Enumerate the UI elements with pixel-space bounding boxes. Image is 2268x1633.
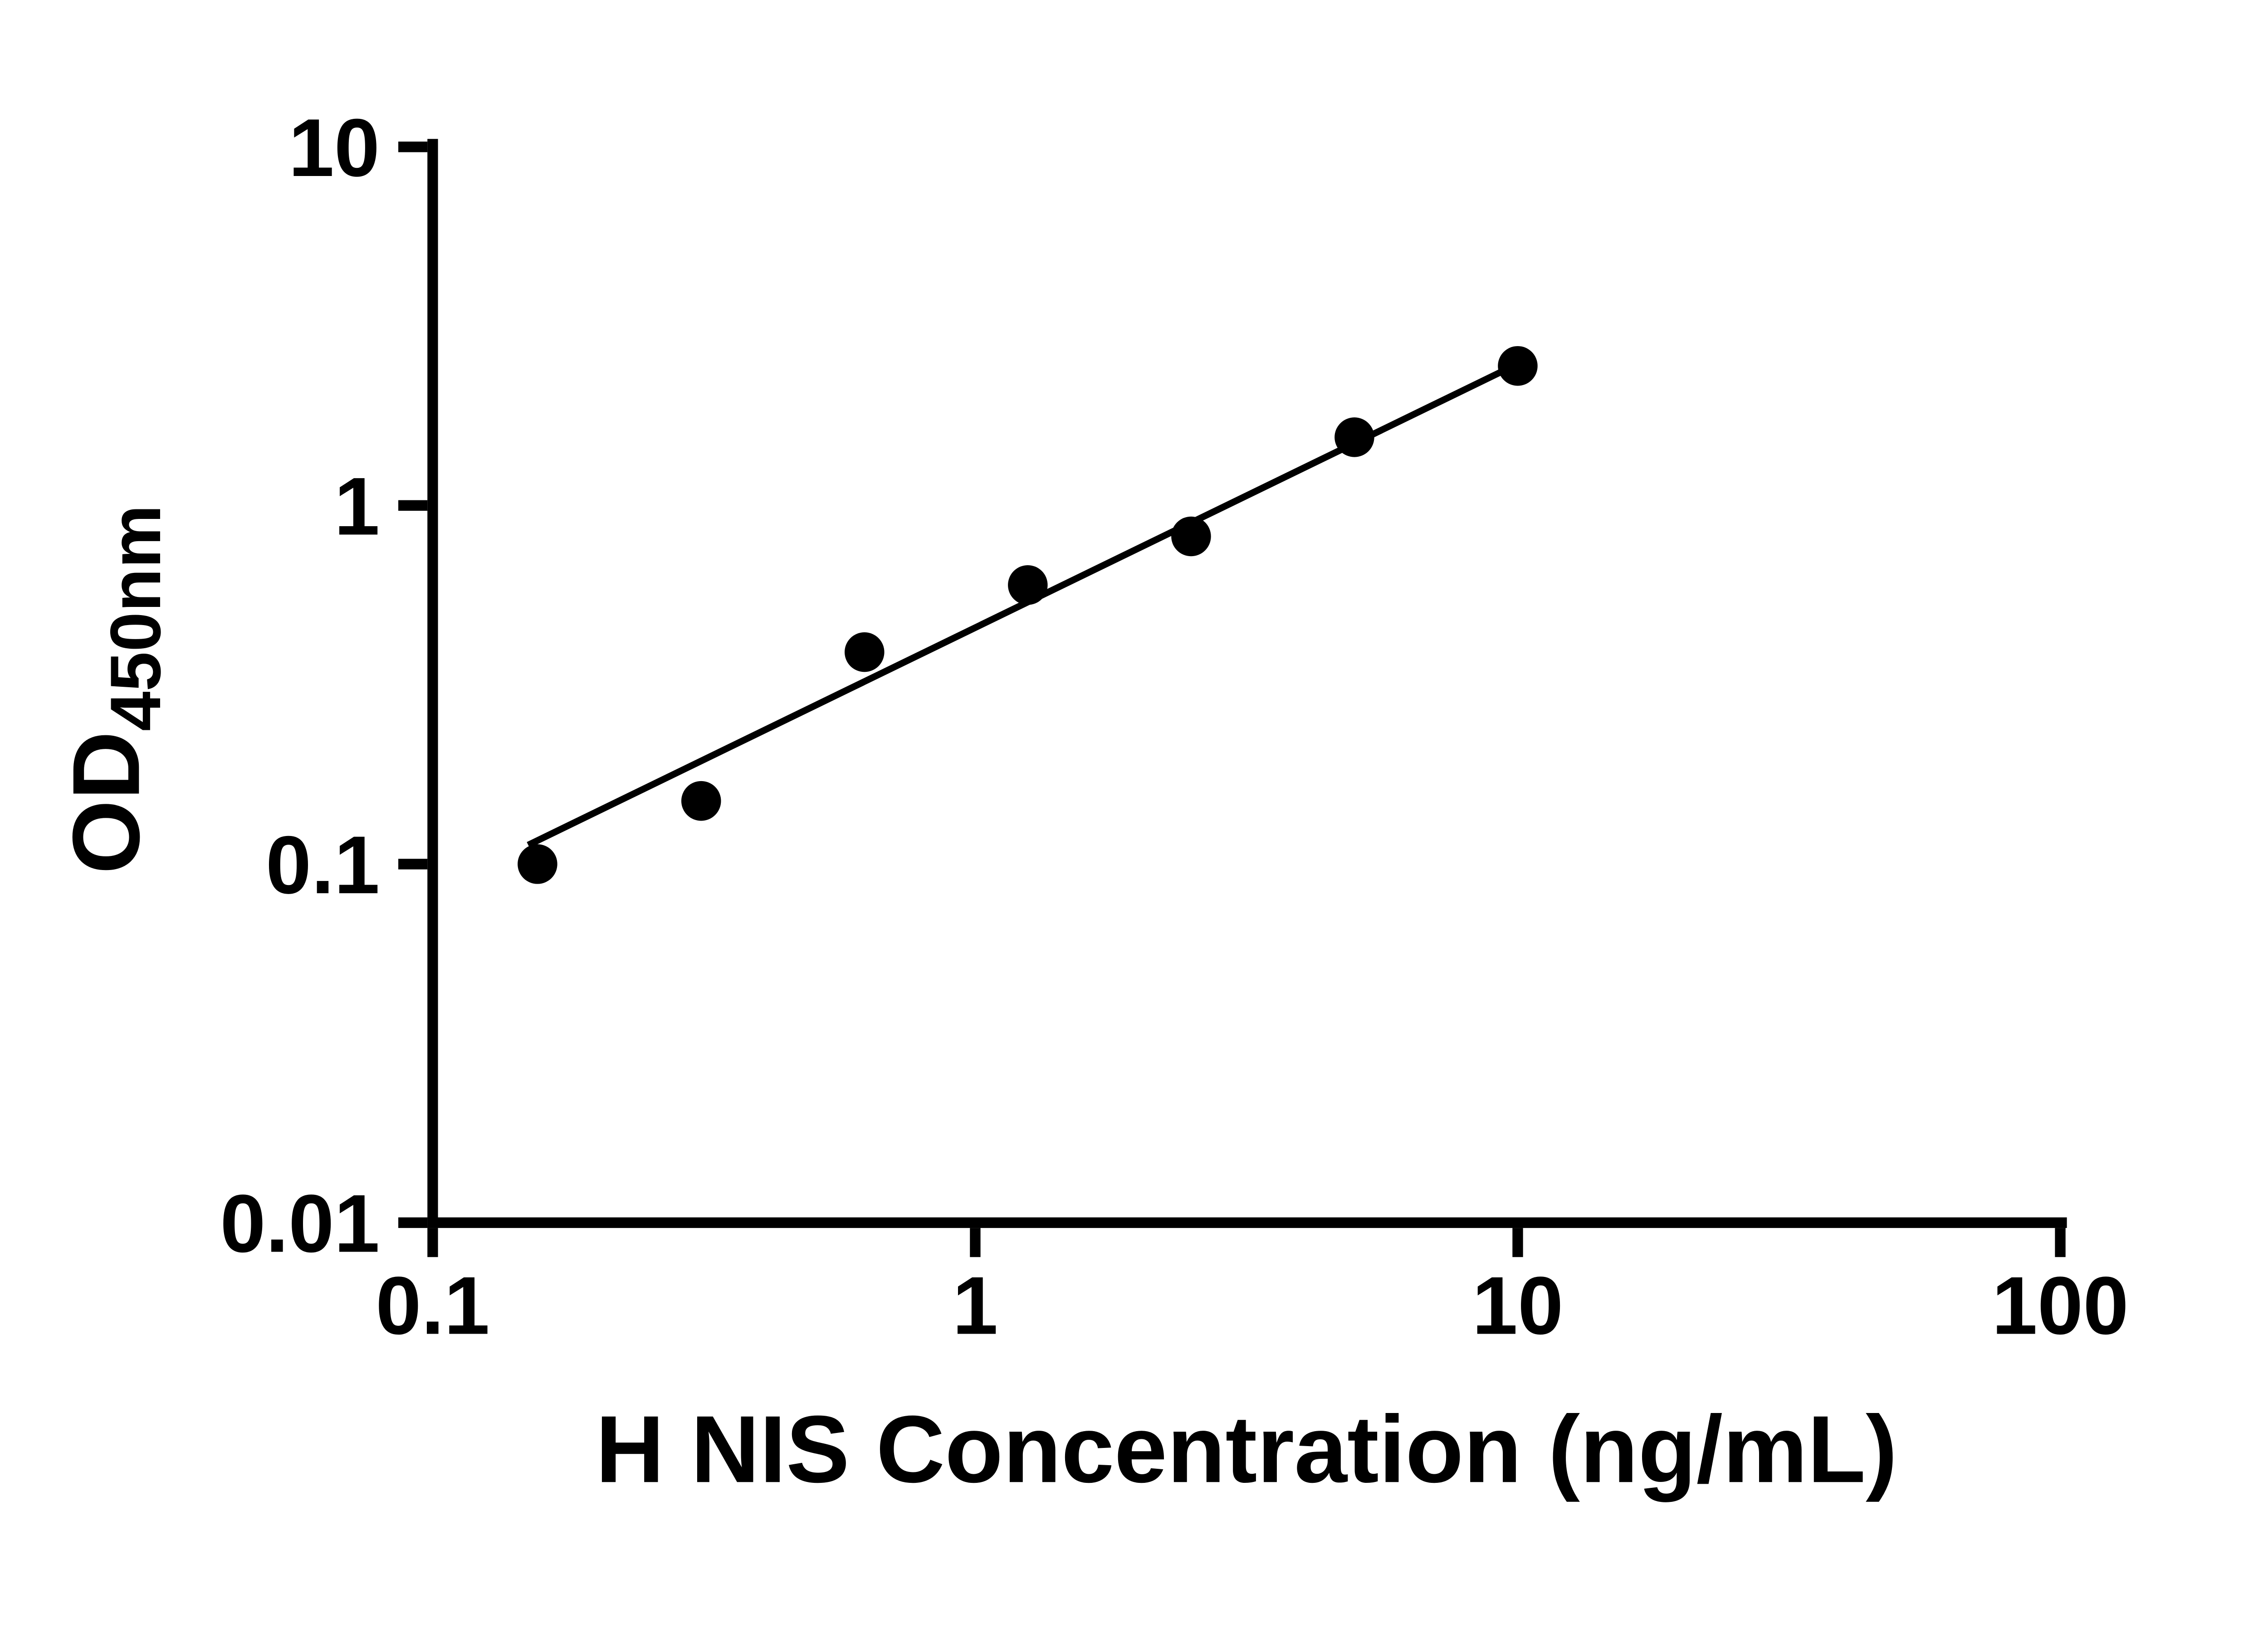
x-tick-label: 1 <box>953 1260 998 1351</box>
x-tick-label: 100 <box>1992 1260 2129 1351</box>
data-point <box>518 844 557 884</box>
y-tick-label: 10 <box>288 102 380 194</box>
axes <box>427 139 2067 1228</box>
data-points <box>518 346 1538 884</box>
y-tick-label: 0.1 <box>266 819 380 911</box>
y-axis-ticks: 0.01 0.1 1 10 <box>220 102 428 1270</box>
y-axis-title-subscript: 450nm <box>96 505 176 731</box>
y-tick-label: 0.01 <box>220 1178 380 1270</box>
data-point <box>1171 516 1211 557</box>
chart-canvas: 0.1 1 10 100 0.01 0.1 1 10 H NIS Concentration… <box>53 102 2129 1503</box>
x-tick-label: 10 <box>1472 1260 1563 1351</box>
data-point <box>1334 417 1374 457</box>
data-point <box>845 632 885 672</box>
data-point <box>1498 346 1538 386</box>
x-axis-ticks: 0.1 1 10 100 <box>376 1228 2129 1351</box>
y-axis-title-main: OD <box>53 731 159 874</box>
y-tick-label: 1 <box>334 461 380 552</box>
y-axis-title: OD450nm <box>53 505 176 874</box>
x-tick-label: 0.1 <box>376 1260 489 1351</box>
data-point <box>681 781 721 821</box>
x-axis-title: H NIS Concentration (ng/mL) <box>596 1396 1897 1502</box>
data-point <box>1008 565 1048 605</box>
